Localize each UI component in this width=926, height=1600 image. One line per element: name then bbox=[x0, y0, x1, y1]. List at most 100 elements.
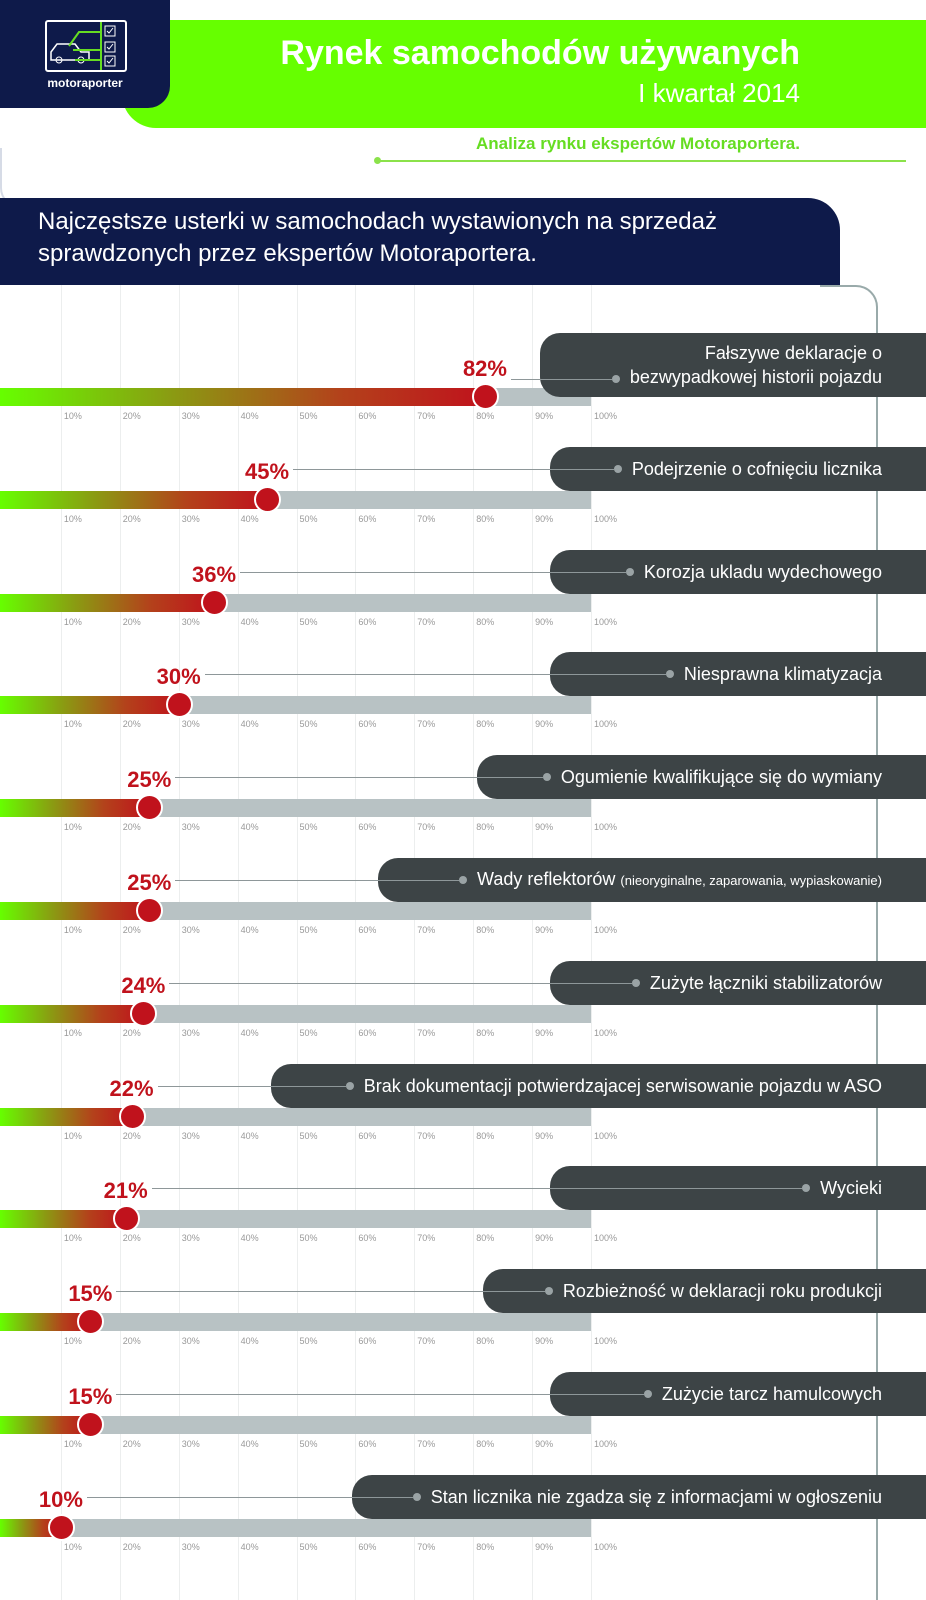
tick-label: 30% bbox=[181, 1336, 200, 1347]
tick-label: 80% bbox=[476, 1027, 495, 1038]
tick-label: 40% bbox=[240, 719, 259, 730]
tick-label: 70% bbox=[417, 1130, 436, 1141]
bar-fill bbox=[0, 593, 215, 612]
bar-fill bbox=[0, 696, 179, 715]
value-marker bbox=[136, 794, 164, 822]
tick-label: 20% bbox=[122, 1027, 141, 1038]
tick-label: 30% bbox=[181, 719, 200, 730]
tick-label: 10% bbox=[63, 411, 82, 421]
connector-dot bbox=[611, 375, 620, 383]
bar-fill bbox=[0, 1004, 144, 1023]
tick-label: 50% bbox=[299, 925, 318, 935]
tick-label: 90% bbox=[535, 925, 554, 935]
category-label: Wycieki bbox=[820, 1176, 882, 1200]
tick-label: 20% bbox=[122, 616, 141, 627]
tick-label: 20% bbox=[122, 925, 141, 935]
divider-dot bbox=[374, 157, 381, 164]
value-marker bbox=[254, 485, 282, 513]
connector-line bbox=[510, 379, 612, 380]
tick-label: 70% bbox=[417, 719, 436, 730]
tick-label: 40% bbox=[240, 1336, 259, 1347]
tick-label: 90% bbox=[535, 719, 554, 730]
value-label: 15% bbox=[68, 1281, 113, 1307]
bar-row: 15% 10% 20% 30% 40% 50% 60% 70% 80% 90% 100% Zużyci… bbox=[0, 0, 926, 1449]
bar-row: 82% 10% 20% 30% 40% 50% 60% 70% 80% 90% 100% Fałszy… bbox=[0, 0, 926, 421]
tick-label: 90% bbox=[535, 1336, 554, 1347]
category-label-text: Wady reflektorów bbox=[477, 869, 616, 889]
tick-label: 90% bbox=[535, 616, 554, 627]
tick-label: 60% bbox=[358, 1130, 377, 1141]
connector-line bbox=[151, 1188, 803, 1190]
tick-label: 50% bbox=[299, 1130, 318, 1141]
tick-label: 30% bbox=[181, 1027, 200, 1038]
tick-label: 100% bbox=[594, 1027, 618, 1038]
category-label-text: Podejrzenie o cofnięciu licznika bbox=[631, 458, 882, 479]
category-label-text: Stan licznika nie zgadza się z informacj… bbox=[430, 1486, 882, 1507]
bar-fill bbox=[0, 1210, 126, 1229]
tick-label: 30% bbox=[181, 411, 200, 421]
tick-label: 100% bbox=[594, 1336, 618, 1347]
tick-label: 80% bbox=[476, 925, 495, 935]
section-title-line1: Najczęstsze usterki w samochodach wystaw… bbox=[38, 208, 717, 235]
tick-label: 70% bbox=[417, 822, 436, 833]
tick-label: 50% bbox=[299, 822, 318, 833]
category-label-text: Brak dokumentacji potwierdzajacej serwis… bbox=[363, 1075, 882, 1096]
tick-label: 70% bbox=[417, 616, 436, 627]
tick-label: 80% bbox=[476, 411, 495, 421]
bar-fill bbox=[0, 490, 268, 509]
bar-fill bbox=[0, 1518, 61, 1537]
gridline bbox=[532, 285, 534, 1600]
bar-track bbox=[0, 1210, 591, 1229]
tick-label: 100% bbox=[594, 1541, 618, 1552]
page-title: Rynek samochodów używanych bbox=[280, 34, 800, 72]
value-marker bbox=[77, 1308, 105, 1336]
tick-label: 90% bbox=[535, 1439, 554, 1449]
connector-dot bbox=[802, 1184, 811, 1193]
tick-label: 40% bbox=[240, 1233, 259, 1244]
category-label: Fałszywe deklaracje o bezwypadkowej histo… bbox=[630, 341, 882, 389]
value-label: 22% bbox=[109, 1075, 154, 1101]
bar-row: 15% 10% 20% 30% 40% 50% 60% 70% 80% 90% 100% Rozbie… bbox=[0, 0, 926, 1346]
tick-label: 80% bbox=[476, 719, 495, 730]
tick-label: 40% bbox=[240, 822, 259, 833]
tick-label: 50% bbox=[299, 1541, 318, 1552]
category-label-line1: Fałszywe deklaracje o bbox=[704, 343, 882, 363]
connector-dot bbox=[613, 464, 622, 473]
page-subtitle: I kwartał 2014 bbox=[638, 78, 800, 108]
gridline bbox=[119, 285, 121, 1600]
tick-label: 50% bbox=[299, 1027, 318, 1038]
tick-label: 50% bbox=[299, 616, 318, 627]
label-box: Ogumienie kwalifikujące się do wymiany bbox=[477, 755, 926, 800]
label-box: Rozbieżność w deklaracji roku produkcji bbox=[483, 1269, 926, 1314]
category-label: Brak dokumentacji potwierdzajacej serwis… bbox=[364, 1074, 882, 1098]
tick-label: 40% bbox=[240, 1130, 259, 1141]
category-label-text: Ogumienie kwalifikujące się do wymiany bbox=[560, 767, 882, 788]
bar-fill bbox=[0, 1416, 91, 1434]
gridline bbox=[178, 285, 180, 1600]
tick-label: 70% bbox=[417, 513, 436, 524]
tick-label: 40% bbox=[240, 411, 259, 421]
connector-line bbox=[116, 1394, 644, 1395]
value-label: 82% bbox=[462, 356, 507, 381]
bar-row: 45% 10% 20% 30% 40% 50% 60% 70% 80% 90% 100% Podejr… bbox=[0, 0, 926, 524]
car-checklist-icon bbox=[45, 20, 127, 72]
tick-label: 10% bbox=[63, 1336, 82, 1347]
category-label: Zużyte łączniki stabilizatorów bbox=[650, 971, 882, 995]
value-label: 45% bbox=[245, 458, 290, 484]
tick-label: 30% bbox=[181, 822, 200, 833]
value-label: 36% bbox=[192, 561, 237, 587]
section-title-line2: sprawdzonych przez ekspertów Motoraporte… bbox=[38, 240, 537, 267]
tick-label: 30% bbox=[181, 1541, 200, 1552]
tick-label: 90% bbox=[535, 1541, 554, 1552]
tick-label: 20% bbox=[122, 411, 141, 421]
label-box: Wady reflektorów (nieoryginalne, zaparow… bbox=[378, 858, 926, 902]
tick-label: 10% bbox=[63, 822, 82, 833]
category-label: Stan licznika nie zgadza się z informacj… bbox=[431, 1485, 882, 1509]
connector-line bbox=[169, 982, 632, 984]
value-marker bbox=[201, 588, 229, 616]
tick-label: 20% bbox=[122, 822, 141, 833]
connector-dot bbox=[643, 1390, 652, 1398]
tick-label: 60% bbox=[358, 822, 377, 833]
category-label-text: Rozbieżność w deklaracji roku produkcji bbox=[562, 1281, 882, 1302]
category-label: Zużycie tarcz hamulcowych bbox=[662, 1382, 882, 1406]
